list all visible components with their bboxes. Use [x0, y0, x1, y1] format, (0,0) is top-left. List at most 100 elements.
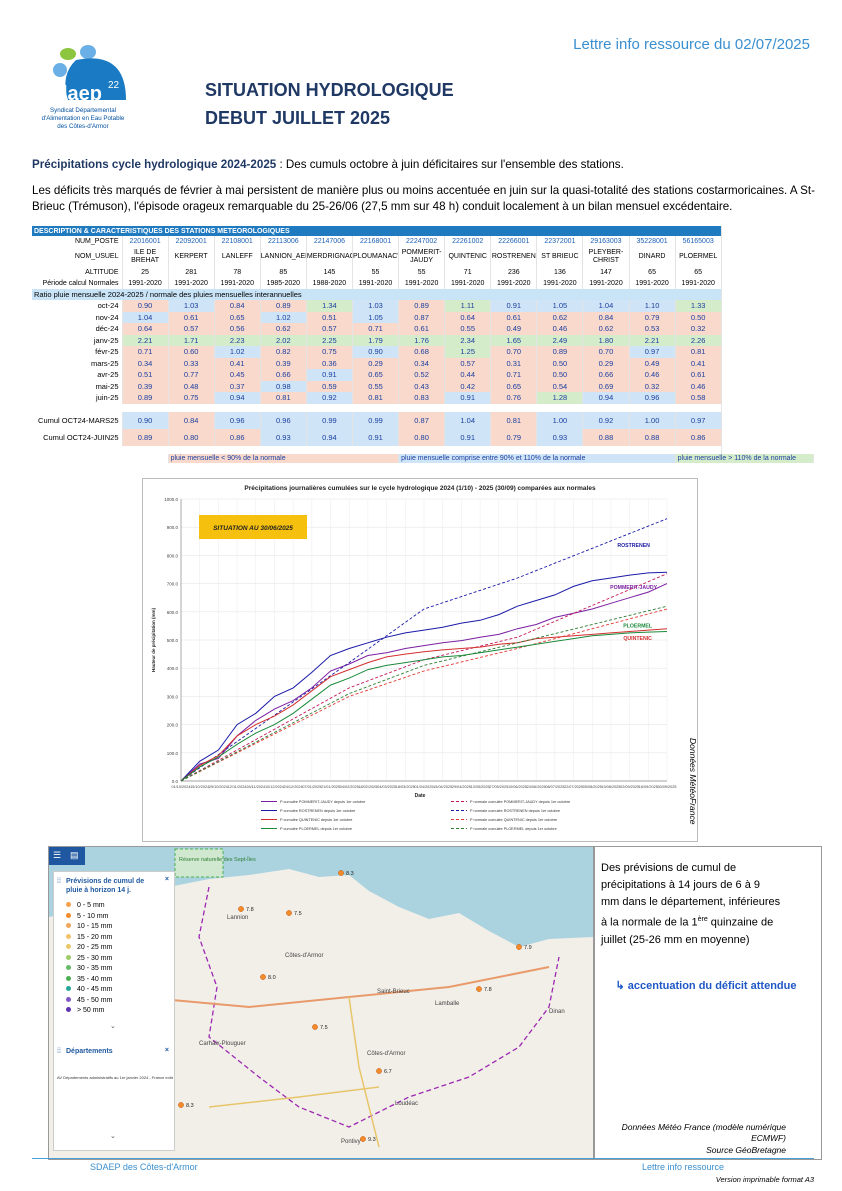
forecast-point-value: 7.5 — [294, 911, 302, 917]
legend-label: 40 - 45 mm — [77, 986, 113, 993]
forecast-point[interactable] — [178, 1102, 184, 1108]
month-row: févr-25 0.71 0.60 1.02 0.82 0.75 0.90 0.68 1.25 0… — [32, 346, 814, 358]
alert-text: accentuation du déficit attendue — [627, 980, 797, 992]
station-num: 56165003 — [675, 236, 722, 247]
legend-label: 30 - 35 mm — [77, 965, 113, 972]
cumul-cell: 0.86 — [214, 428, 261, 446]
arrow-icon: ↳ — [615, 980, 625, 992]
logo-drop-3 — [53, 63, 67, 77]
drag-handle-icon-2[interactable]: ⁞⁞ — [57, 1048, 61, 1055]
forecast-text-a: Des prévisions de cumul de précipitation… — [601, 862, 781, 929]
deficit-alert: ↳ accentuation du déficit attendue — [606, 978, 806, 995]
x-tick-label: 22/07/2025 — [564, 785, 583, 789]
ratio-cell: 0.49 — [490, 323, 538, 335]
ratio-cell: 0.81 — [352, 392, 400, 404]
situation-badge — [199, 515, 307, 539]
ratio-cell: 0.90 — [352, 346, 400, 358]
station-altitude: 65 — [629, 267, 676, 278]
y-tick-label: 1000.0 — [164, 497, 178, 502]
legend-dot-icon — [66, 944, 71, 949]
forecast-point-value: 7.8 — [246, 907, 254, 913]
station-num: 35228001 — [629, 236, 676, 247]
legend-list: 0 - 5 mm 5 - 10 mm 10 - 15 mm 15 - 20 mm 20 … — [66, 902, 112, 1018]
x-tick-label: 13/05/2025 — [471, 785, 490, 789]
ratio-cell: 0.29 — [352, 357, 400, 369]
cumul-cell: 0.96 — [214, 411, 261, 429]
ratio-cell: 1.03 — [168, 300, 215, 312]
close-legend-button[interactable]: × — [164, 876, 169, 883]
forecast-point[interactable] — [476, 986, 482, 992]
forecast-point[interactable] — [516, 944, 522, 950]
x-tick-label: 18/02/2025 — [358, 785, 377, 789]
cumul-cell: 0.90 — [122, 411, 169, 429]
ratio-cell: 0.58 — [675, 392, 722, 404]
ratio-cell: 0.76 — [490, 392, 538, 404]
ratio-cell: 0.48 — [168, 380, 215, 392]
cumul-row: Cumul OCT24-MARS25 0.90 0.84 0.96 0.96 0.99 0.… — [32, 411, 814, 429]
ratio-cell: 0.29 — [582, 357, 630, 369]
ratio-cell: 0.79 — [629, 311, 676, 323]
cumul-cell: 0.89 — [122, 428, 169, 446]
ratio-cell: 1.28 — [536, 392, 584, 404]
close-dept-button[interactable]: × — [164, 1047, 169, 1054]
ratio-cell: 0.71 — [122, 346, 169, 358]
page-title: SITUATION HYDROLOGIQUE — [205, 80, 454, 100]
drag-handle-icon[interactable]: ⁞⁞ — [57, 878, 61, 885]
ratio-cell: 1.33 — [675, 300, 722, 312]
ratio-cell: 1.10 — [629, 300, 676, 312]
expand-icon[interactable]: ⌄ — [110, 1023, 116, 1030]
legend-icon[interactable]: ▤ — [70, 850, 79, 860]
ratio-cell: 0.60 — [168, 346, 215, 358]
forecast-map[interactable]: Réserve naturelle des Sept-Îles Lannion C… — [48, 846, 594, 1160]
legend-item: 25 - 30 mm — [66, 954, 112, 966]
forecast-point[interactable] — [260, 974, 266, 980]
station-period: 1988-2020 — [306, 278, 353, 289]
y-tick-label: 600.0 — [167, 610, 179, 615]
station-name: DINARD — [629, 247, 676, 267]
footer-title: Lettre info ressource — [642, 1162, 725, 1172]
forecast-point[interactable] — [286, 910, 292, 916]
ratio-cell: 0.34 — [122, 357, 169, 369]
ratio-cell: 0.84 — [214, 300, 261, 312]
legend-dot-icon — [66, 912, 71, 918]
ratio-cell: 1.34 — [306, 300, 353, 312]
ratio-cell: 1.71 — [168, 334, 215, 346]
expand-icon-2[interactable]: ⌄ — [110, 1133, 116, 1140]
x-tick-label: 04/02/2025 — [340, 785, 359, 789]
table-header-row: DESCRIPTION & CARACTERISTIQUES DES STATI… — [32, 226, 814, 236]
ratio-cell: 0.66 — [582, 369, 630, 381]
legend-item: 20 - 25 mm — [66, 944, 112, 955]
intro-paragraph: Les déficits très marqués de février à m… — [32, 184, 815, 213]
map-land — [49, 869, 593, 1159]
station-num: 22266001 — [490, 236, 538, 247]
x-axis-label: Date — [415, 793, 426, 799]
month-row: nov-24 1.04 0.61 0.65 1.02 0.51 1.05 0.87 0.64 0.… — [32, 311, 814, 323]
ratio-cell: 0.62 — [582, 323, 630, 335]
forecast-point[interactable] — [312, 1024, 318, 1030]
station-num: 22372001 — [536, 236, 584, 247]
ratio-cell: 0.90 — [122, 300, 169, 312]
y-tick-label: 400.0 — [167, 666, 179, 671]
ratio-cell: 0.65 — [352, 369, 400, 381]
x-tick-label: 18/03/2025 — [396, 785, 415, 789]
month-row: mai-25 0.39 0.48 0.37 0.98 0.59 0.55 0.43 0.42 0.… — [32, 380, 814, 392]
forecast-point[interactable] — [238, 906, 244, 912]
station-altitude: 25 — [122, 267, 169, 278]
legend-item: 0 - 5 mm — [66, 902, 112, 913]
ratio-cell: 0.61 — [168, 311, 215, 323]
x-tick-label: 02/09/2025 — [620, 785, 639, 789]
road-3 — [208, 1086, 380, 1108]
legend-row: pluie mensuelle < 90% de la normale pluie… — [32, 453, 815, 463]
station-period: 1991-2020 — [352, 278, 400, 289]
ratio-cell: 0.89 — [398, 300, 446, 312]
forecast-point[interactable] — [360, 1136, 366, 1142]
forecast-point-value: 8.3 — [346, 871, 354, 877]
station-name: ILE DE BREHAT — [122, 247, 169, 267]
row-nom-usuel: NOM_USUEL ILE DE BREHAT KERPERT LANLEFF LANN… — [32, 247, 814, 267]
forecast-point[interactable] — [376, 1068, 382, 1074]
x-tick-label: 29/04/2025 — [452, 785, 471, 789]
forecast-point[interactable] — [338, 870, 344, 876]
layers-icon[interactable]: ☰ — [53, 850, 62, 860]
cumul-cell: 0.91 — [444, 428, 492, 446]
ratio-cell: 1.11 — [444, 300, 492, 312]
